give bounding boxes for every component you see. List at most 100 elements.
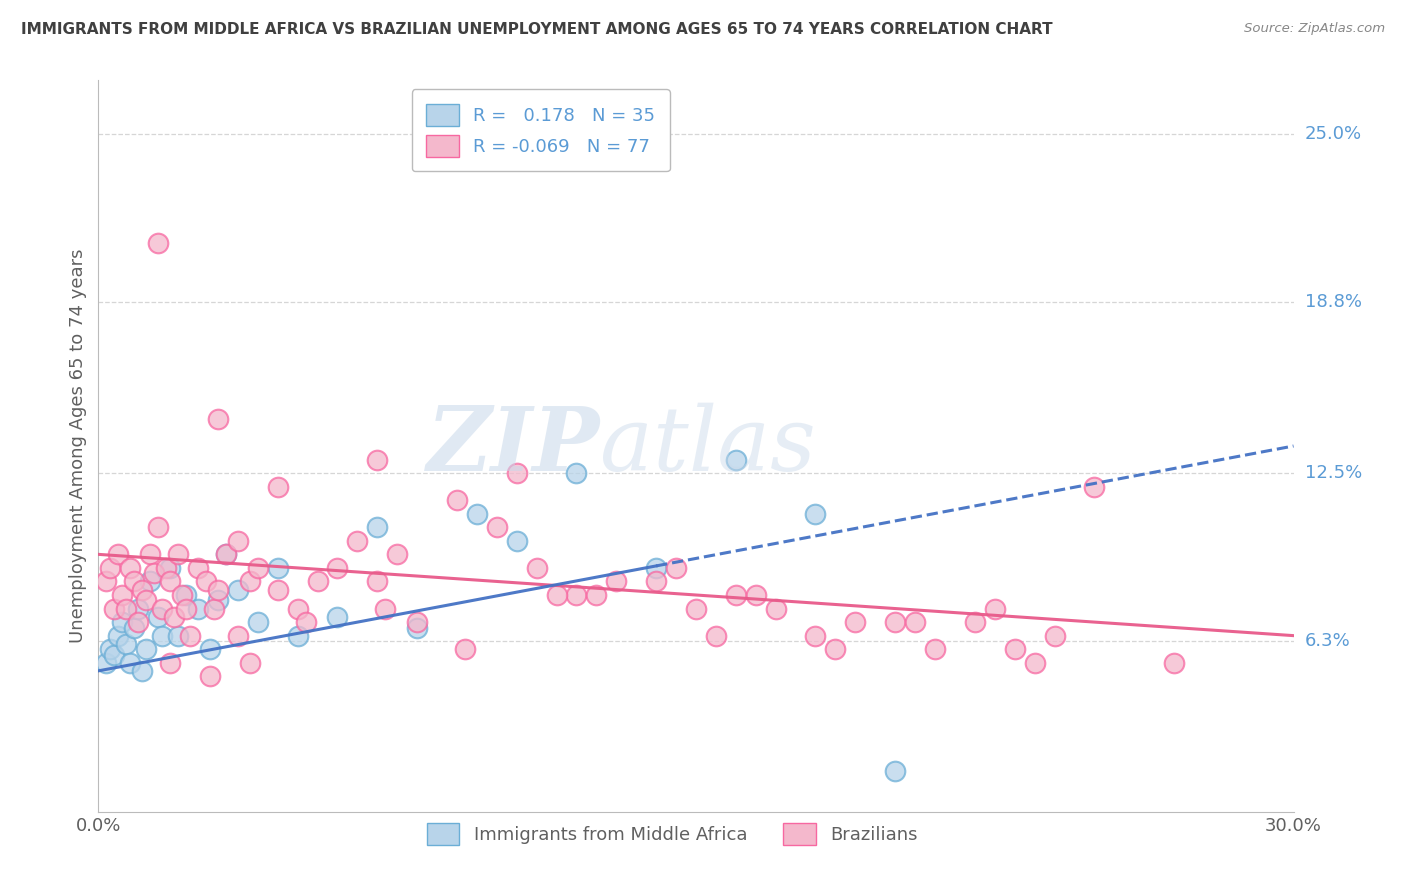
Point: [366, 452, 388, 467]
Point: [96, 574, 118, 589]
Point: [665, 561, 688, 575]
Text: ZIP: ZIP: [427, 403, 600, 489]
Point: [904, 615, 927, 629]
Point: [115, 601, 138, 615]
Point: [745, 588, 768, 602]
Text: atlas: atlas: [600, 402, 815, 490]
Point: [172, 588, 194, 602]
Point: [198, 669, 221, 683]
Point: [159, 656, 181, 670]
Point: [198, 642, 221, 657]
Point: [124, 620, 146, 634]
Point: [326, 561, 349, 575]
Point: [120, 561, 142, 575]
Point: [844, 615, 866, 629]
Point: [150, 629, 173, 643]
Point: [187, 561, 209, 575]
Point: [506, 466, 529, 480]
Point: [148, 235, 170, 250]
Point: [103, 601, 125, 615]
Point: [385, 547, 409, 561]
Point: [724, 588, 747, 602]
Point: [135, 642, 157, 657]
Point: [506, 533, 529, 548]
Point: [1024, 656, 1046, 670]
Point: [804, 507, 827, 521]
Point: [267, 561, 290, 575]
Point: [239, 574, 262, 589]
Point: [1163, 656, 1185, 670]
Point: [287, 601, 309, 615]
Point: [984, 601, 1007, 615]
Point: [565, 466, 588, 480]
Text: 6.3%: 6.3%: [1305, 632, 1350, 650]
Point: [765, 601, 787, 615]
Point: [202, 601, 225, 615]
Point: [366, 520, 388, 534]
Point: [294, 615, 316, 629]
Point: [111, 615, 134, 629]
Point: [685, 601, 707, 615]
Point: [546, 588, 568, 602]
Point: [963, 615, 986, 629]
Text: 12.5%: 12.5%: [1305, 464, 1362, 482]
Point: [139, 574, 162, 589]
Point: [645, 561, 668, 575]
Text: Source: ZipAtlas.com: Source: ZipAtlas.com: [1244, 22, 1385, 36]
Point: [135, 593, 157, 607]
Point: [374, 601, 396, 615]
Point: [585, 588, 607, 602]
Point: [115, 637, 138, 651]
Point: [98, 561, 122, 575]
Point: [159, 561, 181, 575]
Point: [645, 574, 668, 589]
Point: [167, 547, 190, 561]
Point: [179, 629, 201, 643]
Point: [307, 574, 329, 589]
Legend: Immigrants from Middle Africa, Brazilians: Immigrants from Middle Africa, Brazilian…: [418, 814, 927, 854]
Point: [195, 574, 218, 589]
Point: [326, 609, 349, 624]
Text: 25.0%: 25.0%: [1305, 126, 1362, 144]
Point: [226, 533, 249, 548]
Point: [107, 547, 129, 561]
Point: [287, 629, 309, 643]
Point: [526, 561, 548, 575]
Point: [127, 615, 149, 629]
Point: [406, 615, 429, 629]
Point: [98, 642, 122, 657]
Text: 18.8%: 18.8%: [1305, 293, 1361, 311]
Point: [824, 642, 846, 657]
Point: [120, 656, 142, 670]
Point: [346, 533, 368, 548]
Point: [605, 574, 627, 589]
Point: [804, 629, 827, 643]
Point: [127, 601, 149, 615]
Point: [267, 480, 290, 494]
Point: [150, 601, 173, 615]
Point: [239, 656, 262, 670]
Point: [155, 561, 177, 575]
Point: [96, 656, 118, 670]
Point: [107, 629, 129, 643]
Point: [207, 412, 229, 426]
Point: [226, 629, 249, 643]
Point: [167, 629, 190, 643]
Point: [207, 593, 229, 607]
Y-axis label: Unemployment Among Ages 65 to 74 years: Unemployment Among Ages 65 to 74 years: [69, 249, 87, 643]
Point: [226, 582, 249, 597]
Point: [215, 547, 238, 561]
Point: [704, 629, 727, 643]
Point: [1004, 642, 1026, 657]
Text: IMMIGRANTS FROM MIDDLE AFRICA VS BRAZILIAN UNEMPLOYMENT AMONG AGES 65 TO 74 YEAR: IMMIGRANTS FROM MIDDLE AFRICA VS BRAZILI…: [21, 22, 1053, 37]
Point: [131, 664, 153, 678]
Point: [884, 764, 907, 778]
Point: [446, 493, 468, 508]
Point: [246, 615, 269, 629]
Point: [246, 561, 269, 575]
Point: [174, 601, 197, 615]
Point: [148, 609, 170, 624]
Point: [485, 520, 508, 534]
Point: [207, 582, 229, 597]
Point: [139, 547, 162, 561]
